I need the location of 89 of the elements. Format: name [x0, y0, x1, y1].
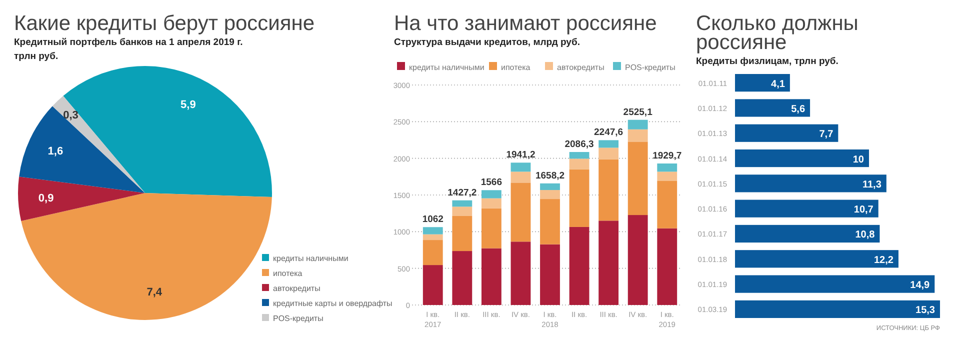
bar [510, 242, 531, 305]
legend-label: автокредиты [273, 284, 321, 293]
data-label: 1,6 [48, 146, 64, 158]
bar [540, 199, 560, 244]
legend-label: автокредиты [557, 63, 605, 72]
chart-title: На что занимают россияне [394, 12, 657, 35]
bar [569, 158, 590, 170]
bar [735, 250, 898, 268]
total-label: 2086,3 [564, 139, 594, 150]
bar [735, 300, 940, 318]
data-label: 5,6 [791, 104, 806, 115]
data-label: 14,9 [910, 280, 930, 292]
bar [628, 142, 648, 216]
bar [452, 216, 472, 252]
bar [598, 140, 619, 148]
data-label: 5,9 [180, 98, 196, 111]
pie-slice [19, 106, 145, 193]
pie-slice [18, 176, 145, 221]
legend-label: POS-кредиты [273, 314, 324, 323]
bar [598, 159, 619, 221]
bar [598, 148, 619, 160]
bar [422, 227, 443, 234]
bar [628, 120, 648, 130]
bar [657, 163, 678, 172]
bar [735, 99, 810, 117]
legend-label: кредитные карты и овердрафты [273, 299, 393, 308]
bar [735, 74, 790, 92]
bar [510, 182, 531, 242]
bar [735, 174, 886, 192]
legend-label: кредиты наличными [409, 63, 484, 72]
data-label: 10 [852, 154, 864, 166]
bar [628, 129, 648, 142]
total-label: 1941,2 [506, 150, 536, 161]
bar [657, 172, 678, 181]
bar [422, 234, 443, 240]
bar [422, 240, 443, 266]
legend-label: POS-кредиты [625, 63, 676, 72]
bar [452, 206, 472, 216]
data-label: 12,2 [874, 254, 894, 266]
data-label: 7,7 [819, 129, 834, 140]
data-label: 7,4 [146, 286, 163, 299]
bar [422, 265, 443, 305]
bar [452, 251, 472, 305]
bar [735, 124, 838, 142]
data-label: 0,3 [63, 110, 78, 122]
total-label: 1658,2 [535, 170, 565, 182]
bar [735, 224, 880, 243]
total-label: 2525,1 [623, 106, 654, 118]
bar [481, 190, 502, 198]
bar [481, 208, 502, 248]
bar [481, 198, 502, 208]
bar [657, 228, 678, 305]
bar [735, 275, 935, 293]
bar [569, 169, 590, 227]
bar [569, 152, 590, 159]
chart-subtitle: Структура выдачи кредитов, млрд руб. [394, 37, 580, 48]
total-label: 2247,6 [594, 127, 624, 138]
data-label: 4,1 [771, 78, 786, 90]
chart-title: Какие кредиты берут россияне [14, 12, 315, 35]
data-label: 0,9 [38, 192, 54, 205]
bar [481, 248, 502, 305]
bar [657, 180, 678, 228]
bar [735, 200, 878, 218]
bar [540, 190, 560, 200]
bar [452, 200, 472, 207]
bar [735, 149, 869, 168]
bar [628, 215, 648, 305]
total-label: 1566 [480, 177, 502, 188]
data-label: 11,3 [862, 179, 882, 190]
legend-label: ипотека [501, 63, 531, 72]
data-label: 10,8 [855, 230, 876, 241]
legend-label: кредиты наличными [273, 254, 348, 263]
data-label: 15,3 [916, 305, 936, 316]
bar [569, 226, 590, 305]
total-label: 1062 [422, 214, 444, 226]
total-label: 1929,7 [652, 150, 682, 162]
bar [540, 244, 560, 305]
total-label: 1427,2 [448, 187, 477, 198]
bar [540, 183, 560, 190]
data-label: 10,7 [854, 204, 874, 216]
chart-subtitle: Кредитный портфель банков на 1 апреля 2019 г. трлн руб. [14, 37, 243, 62]
legend-label: ипотека [273, 269, 303, 278]
bar [598, 220, 619, 305]
chart-subtitle: Кредиты физлицам, трлн руб. [696, 56, 838, 67]
pie-slice [63, 66, 272, 198]
pie-slice [21, 193, 272, 320]
bar [510, 162, 531, 172]
chart-title: Сколько должны россияне [696, 12, 858, 54]
bar [510, 172, 531, 183]
